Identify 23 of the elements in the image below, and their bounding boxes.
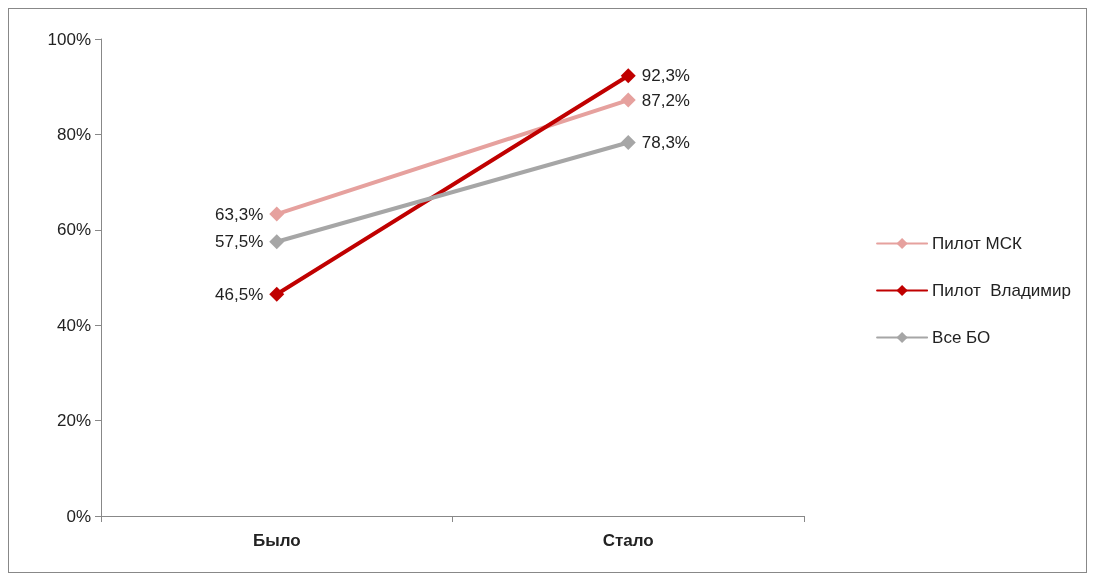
y-tick-label: 80%	[56, 124, 91, 144]
data-label: 78,3%	[641, 133, 690, 153]
y-tick-label: 100%	[47, 29, 91, 49]
point	[620, 135, 636, 151]
y-tick-label: 40%	[56, 315, 91, 335]
legend-label: Все БО	[932, 328, 991, 347]
y-tick-label: 0%	[66, 506, 91, 526]
legend-label: Пилот Владимир	[932, 281, 1071, 300]
point	[269, 206, 285, 222]
x-tick-label: Было	[252, 531, 301, 550]
data-label: 57,5%	[215, 232, 264, 252]
data-label: 87,2%	[641, 90, 690, 110]
legend-label: Пилот МСК	[932, 234, 1022, 253]
data-label: 63,3%	[215, 204, 264, 224]
point	[620, 92, 636, 108]
point	[269, 286, 285, 302]
point	[620, 68, 636, 84]
y-tick-label: 60%	[56, 220, 91, 240]
point	[269, 234, 285, 250]
x-tick-label: Стало	[602, 531, 654, 550]
y-tick-label: 20%	[56, 411, 91, 431]
data-label: 46,5%	[215, 284, 264, 304]
data-label: 92,3%	[641, 66, 690, 86]
